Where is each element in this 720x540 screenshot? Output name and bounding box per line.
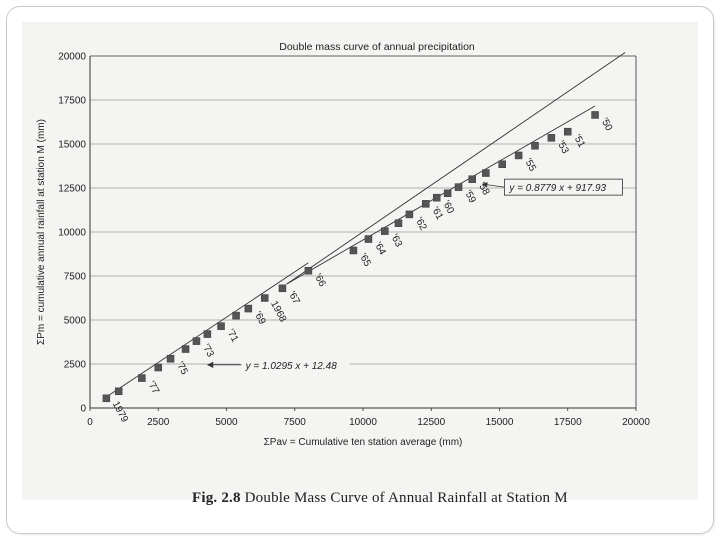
x-tick-label: 7500 <box>284 417 307 428</box>
equation-early: y = 1.0295 x + 12.48 <box>245 361 338 372</box>
data-point <box>364 235 373 243</box>
x-tick-label: 10000 <box>349 417 377 428</box>
x-tick-label: 0 <box>87 417 93 428</box>
data-point <box>394 219 403 227</box>
data-point <box>114 387 123 396</box>
year-label: '69 <box>252 310 268 327</box>
caption-text: Double Mass Curve of Annual Rainfall at … <box>244 490 568 506</box>
x-tick-label: 20000 <box>622 417 650 428</box>
data-point <box>203 330 212 338</box>
x-tick-label: 17500 <box>554 417 582 428</box>
data-point <box>154 363 162 372</box>
data-point <box>454 183 463 191</box>
year-label: '62 <box>413 216 429 233</box>
data-point <box>468 175 476 183</box>
y-tick-label: 15000 <box>58 140 86 151</box>
year-label: '73 <box>200 342 216 359</box>
year-label: '71 <box>224 327 240 344</box>
chart-title: Double mass curve of annual precipitatio… <box>279 41 475 53</box>
equation-box-early <box>239 356 350 373</box>
data-point <box>547 134 556 142</box>
year-label: '55 <box>522 157 538 174</box>
y-tick-label: 20000 <box>58 52 86 63</box>
figure-caption: Fig. 2.8 Double Mass Curve of Annual Rai… <box>192 490 612 507</box>
data-point <box>232 311 240 320</box>
y-tick-label: 7500 <box>64 272 87 283</box>
x-axis-label: ΣPav = Cumulative ten station average (m… <box>264 437 463 448</box>
equation-arrow-late <box>481 182 505 188</box>
year-label: '64 <box>372 240 388 257</box>
data-point <box>564 127 572 136</box>
y-tick-label: 10000 <box>58 228 86 239</box>
year-label: '58 <box>476 180 492 197</box>
data-point <box>278 284 287 293</box>
y-axis-label: ΣPm = cumulative annual rainfall at stat… <box>36 119 47 345</box>
x-tick-label: 12500 <box>417 417 445 428</box>
data-point <box>531 142 539 150</box>
year-label: '66 <box>312 272 328 289</box>
y-tick-label: 0 <box>80 404 86 415</box>
year-label: '65 <box>357 252 373 269</box>
data-point <box>591 111 599 119</box>
year-label: '51 <box>571 133 587 150</box>
data-point <box>432 193 441 202</box>
data-point <box>181 345 190 353</box>
data-point <box>443 189 452 198</box>
data-point <box>514 151 523 160</box>
data-point <box>217 322 225 330</box>
fit-line-early <box>106 262 309 398</box>
year-label: '53 <box>555 139 571 156</box>
y-tick-label: 12500 <box>58 184 86 195</box>
x-tick-label: 5000 <box>215 417 238 428</box>
fit-line-extension <box>286 52 626 285</box>
year-label: '77 <box>145 379 161 396</box>
data-point <box>138 374 146 382</box>
data-point <box>422 200 430 208</box>
data-point <box>482 169 490 177</box>
year-label: '50 <box>598 116 614 133</box>
data-point <box>166 354 175 363</box>
year-label: 1979 <box>110 400 130 425</box>
year-label: 1968 <box>268 299 288 324</box>
data-point <box>192 337 201 345</box>
data-point <box>304 266 313 275</box>
caption-number: Fig. 2.8 <box>192 490 241 506</box>
data-point <box>260 294 269 302</box>
data-point <box>349 246 358 255</box>
data-point <box>102 394 111 403</box>
data-point <box>405 210 414 219</box>
y-tick-label: 17500 <box>58 96 86 107</box>
double-mass-chart: Double mass curve of annual precipitatio… <box>36 41 650 448</box>
year-label: '75 <box>174 360 190 377</box>
x-tick-label: 15000 <box>486 417 514 428</box>
data-point <box>244 304 253 313</box>
year-label: '63 <box>388 232 404 249</box>
scanned-figure: Double mass curve of annual precipitatio… <box>22 22 698 506</box>
y-tick-label: 2500 <box>64 360 87 371</box>
year-label: '59 <box>462 188 478 205</box>
fit-line-late <box>286 105 596 285</box>
x-tick-label: 2500 <box>147 417 170 428</box>
data-point <box>381 227 389 235</box>
year-label: '67 <box>286 290 302 307</box>
equation-late: y = 0.8779 x + 917.93 <box>508 183 606 194</box>
data-point <box>498 160 506 168</box>
y-tick-label: 5000 <box>64 316 87 327</box>
